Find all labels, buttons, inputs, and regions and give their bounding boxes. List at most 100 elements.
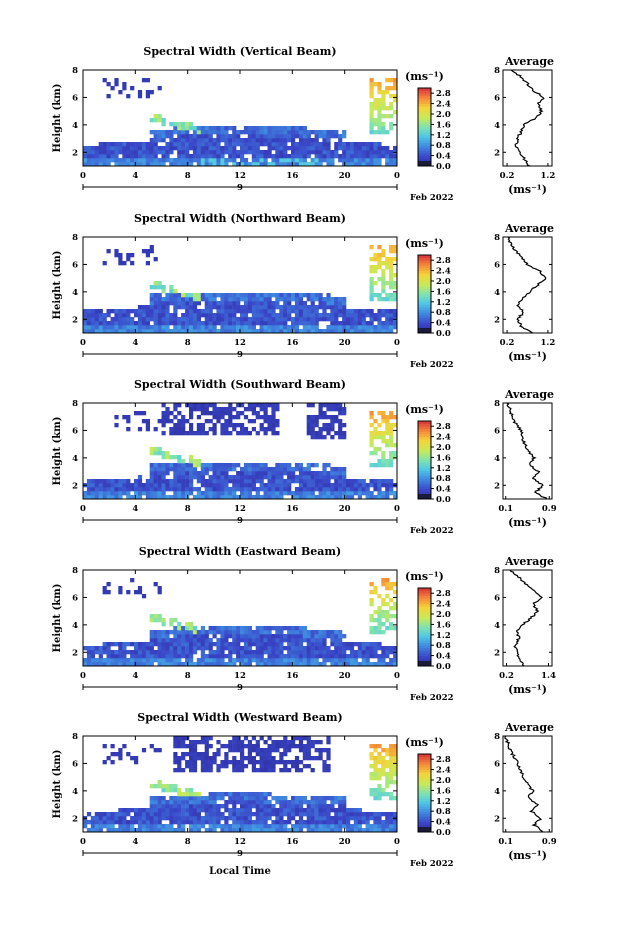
heatmap-cells [83, 578, 398, 667]
average-x-label: (ms⁻¹) [508, 516, 547, 529]
y-axis-label: Height (km) [52, 251, 63, 320]
colorbar-tick-label: 1.2 [436, 797, 451, 807]
y-tick-label: 2 [72, 148, 78, 158]
x-tick-label: 16 [286, 504, 298, 514]
panel-title: Spectral Width (Vertical Beam) [143, 45, 336, 58]
x-tick-label: 16 [286, 338, 298, 348]
y-tick-label: 4 [72, 621, 78, 631]
colorbar-tick-label: 2.8 [436, 755, 451, 765]
colorbar-unit: (ms⁻¹) [405, 570, 444, 583]
colorbar-tick-label: 0.8 [436, 807, 451, 817]
average-y-tick-label: 2 [494, 814, 500, 824]
average-plot: Average 2 4 6 8 0.2 1.2 (ms⁻¹) [494, 55, 555, 196]
colorbar-tick-label: 0.8 [436, 141, 451, 151]
x-tick-label: 20 [339, 171, 351, 181]
y-tick-label: 4 [72, 121, 78, 131]
colorbar-tick-label: 1.2 [436, 298, 451, 308]
x-tick-label: 8 [185, 837, 191, 847]
colorbar-tick-label: 2.8 [436, 256, 451, 266]
y-tick-label: 2 [72, 315, 78, 325]
average-y-tick-label: 8 [494, 566, 500, 576]
y-tick-label: 4 [72, 787, 78, 797]
average-y-tick-label: 2 [494, 481, 500, 491]
colorbar-tick-label: 2.8 [436, 89, 451, 99]
average-y-tick-label: 6 [494, 759, 500, 769]
colorbar-tick-label: 2.0 [436, 110, 451, 120]
date-marker: 9 [237, 683, 243, 693]
average-x-tick-label: 0.2 [500, 338, 515, 348]
date-label: Feb 2022 [410, 526, 454, 536]
colorbar-tick-label: 0.4 [436, 319, 451, 329]
panel-1: Spectral Width (Vertical Beam)0 4 8 12 16 20 0… [52, 45, 555, 203]
colorbar-tick-label: 1.6 [436, 786, 451, 796]
y-tick-label: 6 [72, 426, 78, 436]
average-y-tick-label: 4 [494, 621, 500, 631]
average-y-tick-label: 4 [494, 121, 500, 131]
colorbar: 0.00.40.81.21.62.02.42.8 [417, 87, 451, 172]
colorbar-tick-label: 1.6 [436, 120, 451, 130]
y-tick-label: 2 [72, 481, 78, 491]
x-tick-label: 20 [339, 671, 351, 681]
y-axis-label: Height (km) [52, 750, 63, 819]
x-tick-label: 8 [185, 504, 191, 514]
colorbar-tick-label: 0.4 [436, 652, 451, 662]
average-plot: Average 2 4 6 8 0.2 1.4 (ms⁻¹) [494, 555, 556, 696]
colorbar-tick-label: 0.8 [436, 641, 451, 651]
panel-title: Spectral Width (Westward Beam) [137, 711, 342, 724]
x-tick-label: 16 [286, 837, 298, 847]
average-y-tick-label: 4 [494, 454, 500, 464]
colorbar-tick-label: 1.2 [436, 464, 451, 474]
x-tick-label: 0 [394, 171, 400, 181]
x-tick-label: 0 [80, 171, 86, 181]
colorbar-tick-label: 2.4 [436, 433, 451, 443]
average-x-tick-label: 0.1 [498, 837, 513, 847]
x-tick-label: 8 [185, 171, 191, 181]
colorbar-tick-label: 2.0 [436, 776, 451, 786]
colorbar-tick-label: 0.0 [436, 662, 451, 672]
x-tick-label: 16 [286, 671, 298, 681]
average-x-label: (ms⁻¹) [508, 683, 547, 696]
colorbar: 0.00.40.81.21.62.02.42.8 [417, 587, 451, 672]
average-y-tick-label: 8 [494, 233, 500, 243]
average-x-tick-label: 0.9 [542, 837, 557, 847]
average-y-tick-label: 6 [494, 593, 500, 603]
y-axis-label: Height (km) [52, 84, 63, 153]
average-profile-line [509, 569, 544, 667]
x-tick-label: 12 [234, 837, 246, 847]
x-tick-label: 0 [394, 837, 400, 847]
colorbar-tick-label: 0.0 [436, 828, 451, 838]
colorbar-tick-label: 0.8 [436, 308, 451, 318]
colorbar-tick-label: 2.4 [436, 267, 451, 277]
x-tick-label: 20 [339, 504, 351, 514]
x-tick-label: 8 [185, 671, 191, 681]
average-x-tick-label: 0.2 [500, 171, 515, 181]
date-label: Feb 2022 [410, 360, 454, 370]
colorbar-unit: (ms⁻¹) [405, 70, 444, 83]
average-frame [502, 236, 553, 334]
colorbar-tick-label: 2.8 [436, 589, 451, 599]
y-tick-label: 8 [72, 233, 78, 243]
panel-5: Spectral Width (Westward Beam)0 4 8 12 16 20 0… [52, 711, 557, 877]
average-y-tick-label: 6 [494, 260, 500, 270]
y-tick-label: 4 [72, 288, 78, 298]
average-profile-line [504, 735, 544, 833]
colorbar-tick-label: 2.0 [436, 277, 451, 287]
colorbar: 0.00.40.81.21.62.02.42.8 [417, 420, 451, 505]
average-y-tick-label: 2 [494, 148, 500, 158]
date-label: Feb 2022 [410, 693, 454, 703]
average-x-label: (ms⁻¹) [508, 183, 547, 196]
x-tick-label: 0 [394, 338, 400, 348]
panel-title: Spectral Width (Southward Beam) [134, 378, 346, 391]
average-frame [502, 402, 553, 500]
average-x-tick-label: 1.4 [541, 671, 556, 681]
colorbar-tick-label: 1.6 [436, 287, 451, 297]
colorbar-tick-label: 2.4 [436, 600, 451, 610]
colorbar-tick-label: 1.2 [436, 631, 451, 641]
average-y-tick-label: 4 [494, 288, 500, 298]
heatmap-cells [83, 245, 398, 334]
x-tick-label: 12 [234, 671, 246, 681]
x-tick-label: 16 [286, 171, 298, 181]
y-tick-label: 8 [72, 566, 78, 576]
x-tick-label: 12 [234, 338, 246, 348]
